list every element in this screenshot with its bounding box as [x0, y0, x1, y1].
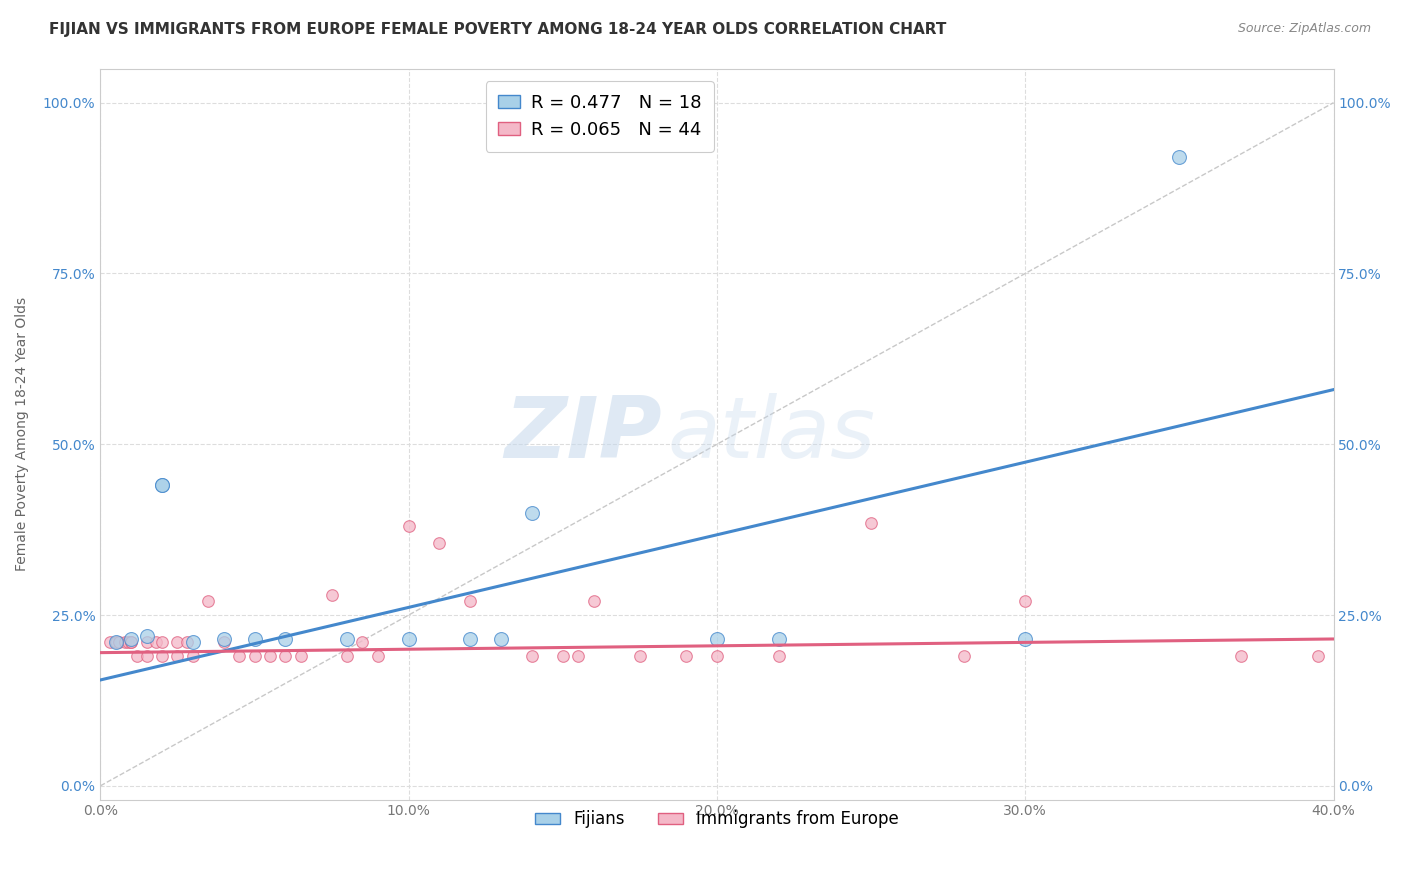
Point: [1014, 594, 1036, 608]
Point: [120, 632, 142, 646]
Point: [952, 648, 974, 663]
Point: [243, 648, 266, 663]
Point: [398, 632, 420, 646]
Point: [768, 648, 790, 663]
Point: [197, 594, 219, 608]
Point: [135, 648, 157, 663]
Point: [212, 635, 235, 649]
Point: [228, 648, 250, 663]
Point: [212, 632, 235, 646]
Point: [104, 635, 127, 649]
Text: Source: ZipAtlas.com: Source: ZipAtlas.com: [1237, 22, 1371, 36]
Point: [135, 635, 157, 649]
Point: [582, 594, 605, 608]
Point: [429, 536, 451, 550]
Point: [1230, 648, 1253, 663]
Point: [860, 516, 883, 530]
Point: [150, 478, 173, 492]
Point: [520, 506, 543, 520]
Point: [551, 648, 574, 663]
Point: [336, 648, 359, 663]
Point: [120, 635, 142, 649]
Point: [150, 478, 173, 492]
Point: [98, 635, 121, 649]
Point: [135, 629, 157, 643]
Text: ZIP: ZIP: [503, 392, 661, 475]
Point: [520, 648, 543, 663]
Y-axis label: Female Poverty Among 18-24 Year Olds: Female Poverty Among 18-24 Year Olds: [15, 297, 30, 571]
Point: [127, 648, 149, 663]
Point: [181, 648, 204, 663]
Point: [104, 635, 127, 649]
Point: [114, 635, 136, 649]
Point: [181, 635, 204, 649]
Point: [120, 635, 142, 649]
Point: [274, 632, 297, 646]
Point: [108, 635, 131, 649]
Point: [768, 632, 790, 646]
Point: [706, 632, 728, 646]
Point: [290, 648, 312, 663]
Point: [150, 648, 173, 663]
Point: [259, 648, 281, 663]
Point: [166, 635, 188, 649]
Legend: Fijians, Immigrants from Europe: Fijians, Immigrants from Europe: [529, 804, 905, 835]
Point: [166, 648, 188, 663]
Point: [145, 635, 167, 649]
Point: [1306, 648, 1329, 663]
Point: [150, 635, 173, 649]
Point: [367, 648, 389, 663]
Text: atlas: atlas: [668, 392, 876, 475]
Text: FIJIAN VS IMMIGRANTS FROM EUROPE FEMALE POVERTY AMONG 18-24 YEAR OLDS CORRELATIO: FIJIAN VS IMMIGRANTS FROM EUROPE FEMALE …: [49, 22, 946, 37]
Point: [628, 648, 651, 663]
Point: [460, 632, 482, 646]
Point: [321, 588, 343, 602]
Point: [1014, 632, 1036, 646]
Point: [675, 648, 697, 663]
Point: [274, 648, 297, 663]
Point: [567, 648, 589, 663]
Point: [176, 635, 198, 649]
Point: [398, 519, 420, 533]
Point: [706, 648, 728, 663]
Point: [352, 635, 374, 649]
Point: [336, 632, 359, 646]
Point: [460, 594, 482, 608]
Point: [1168, 150, 1191, 164]
Point: [243, 632, 266, 646]
Point: [117, 635, 139, 649]
Point: [489, 632, 512, 646]
